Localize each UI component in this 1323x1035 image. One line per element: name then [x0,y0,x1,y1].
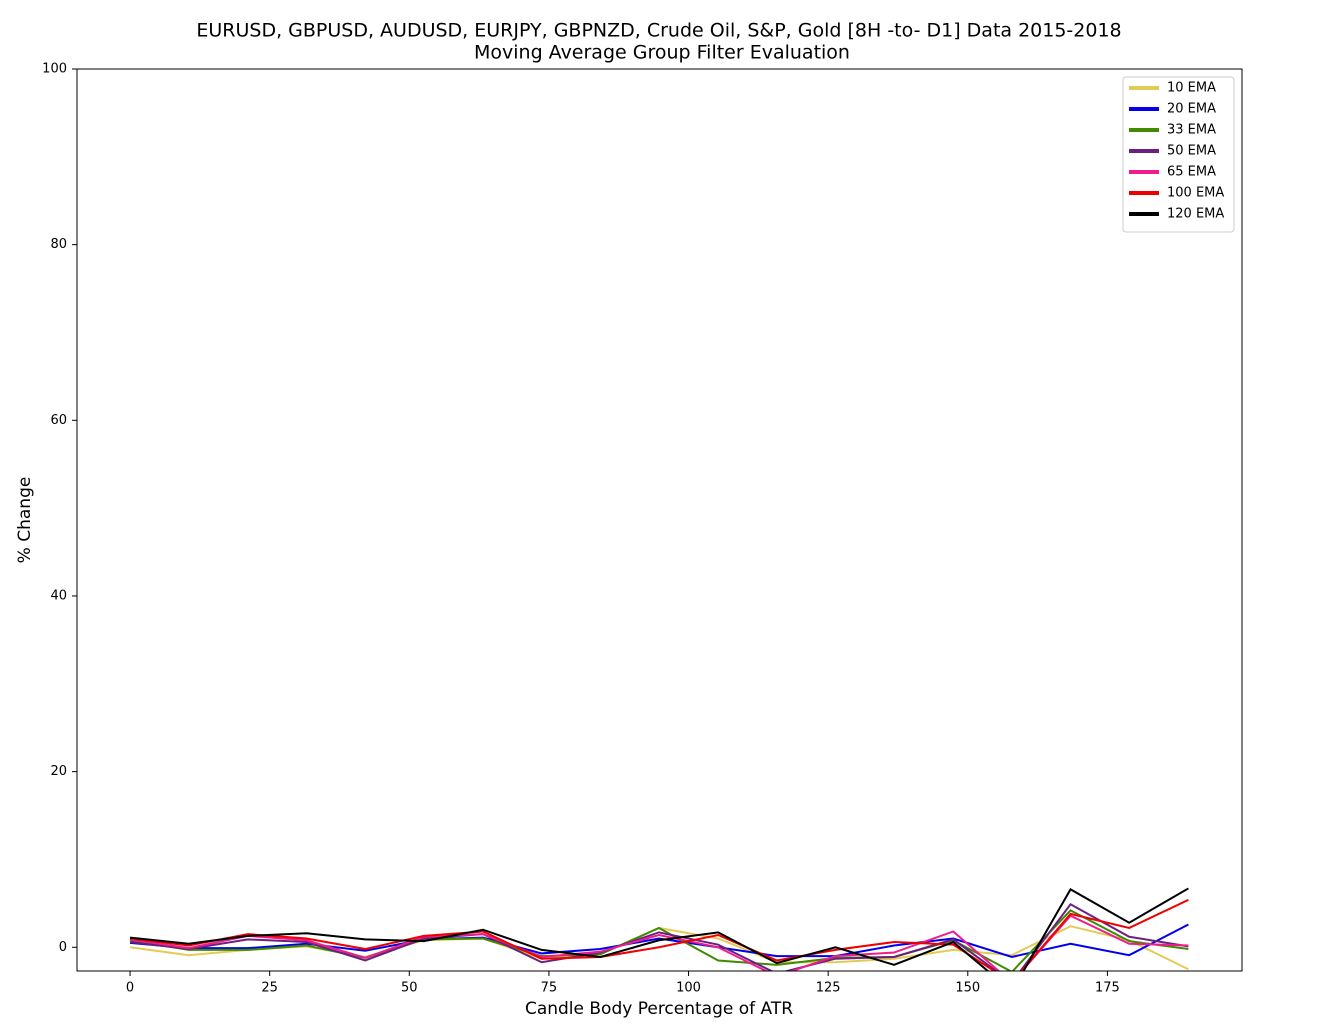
legend-label: 20 EMA [1167,102,1216,117]
legend-label: 33 EMA [1167,123,1216,138]
plot-frame [76,68,1243,972]
x-tick-label: 150 [955,981,980,996]
x-tick-label: 100 [676,981,701,996]
series-line [129,887,1189,971]
y-tick-label: 20 [50,764,67,779]
x-axis-label: Candle Body Percentage of ATR [525,999,793,1019]
series-line [129,902,1189,971]
x-tick-label: 25 [261,981,278,996]
legend-label: 50 EMA [1167,144,1216,159]
x-tick-label: 0 [126,981,134,996]
chart-subtitle: Moving Average Group Filter Evaluation [474,42,850,64]
legend-label: 100 EMA [1167,186,1224,201]
series-line [129,898,1189,971]
y-tick-label: 80 [50,237,67,252]
y-tick-label: 100 [42,62,67,77]
series-line [129,909,1189,971]
series-line [129,914,1189,971]
legend-label: 120 EMA [1167,207,1224,222]
y-axis-label: % Change [15,477,35,564]
y-tick-label: 40 [50,588,67,603]
chart-title: EURUSD, GBPUSD, AUDUSD, EURJPY, GBPNZD, … [196,20,1121,42]
x-tick-label: 75 [541,981,558,996]
x-tick-label: 125 [816,981,841,996]
series-line [129,923,1189,958]
y-tick-label: 60 [50,413,67,428]
y-tick-label: 0 [59,940,67,955]
x-tick-label: 175 [1095,981,1120,996]
legend-label: 65 EMA [1167,165,1216,180]
plot-area [129,887,1189,971]
legend-label: 10 EMA [1167,81,1216,96]
x-tick-label: 50 [401,981,418,996]
